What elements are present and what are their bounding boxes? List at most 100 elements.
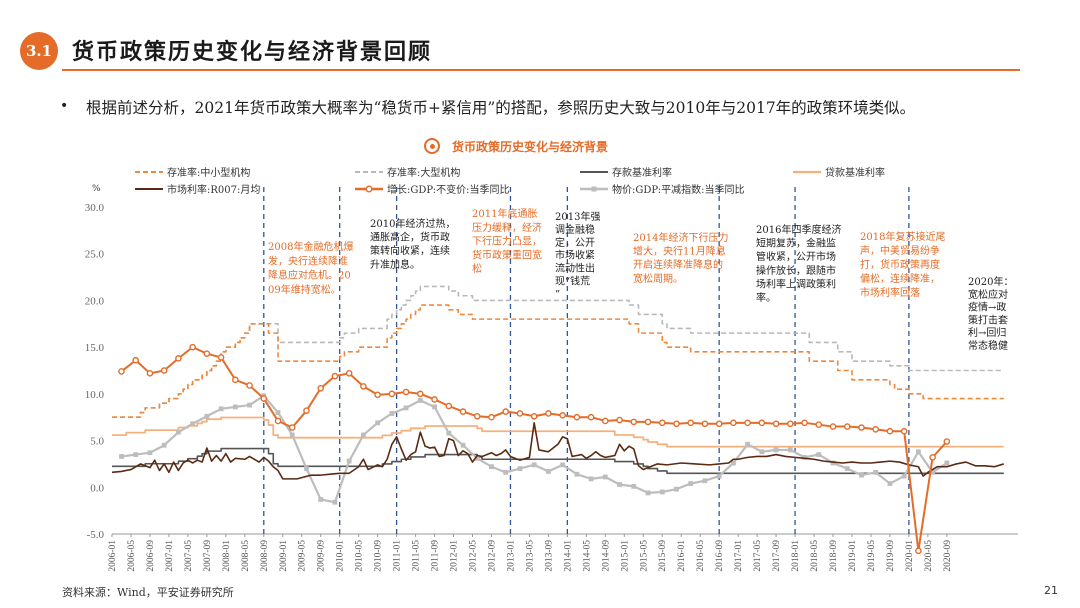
gdp-point [630,418,638,426]
gdp-point [303,407,310,414]
deflator-point [489,464,494,470]
y-tick-label: 25.0 [85,249,105,261]
gdp-point [402,388,410,396]
x-tick-label: 2014-09 [601,540,611,572]
x-tick-label: 2013-05 [525,540,535,572]
x-tick-label: 2011-05 [412,540,422,572]
x-tick-label: 2015-01 [620,540,630,572]
gdp-point [772,420,780,428]
page-title: 货币政策历史变化与经济背景回顾 [72,39,433,65]
x-tick-label: 2007-05 [184,540,194,572]
deflator-point [773,447,779,453]
gdp-point [217,354,225,361]
x-tick-label: 2010-01 [336,540,346,572]
gdp-point [459,408,467,415]
x-tick-label: 2012-01 [450,540,460,572]
gdp-point [715,420,723,428]
title-underline [62,69,1020,71]
x-tick-label: 2017-01 [734,540,744,572]
chart-title: 货币政策历史变化与经济背景 [452,139,609,154]
x-tick-label: 2016-05 [696,540,706,572]
deflator-point [218,406,224,412]
bullet-text: 根据前述分析，2021年货币政策大概率为“稳货币+紧信用”的搭配，参照历史大致与… [86,99,916,117]
x-tick-label: 2010-09 [374,540,384,572]
deflator-point [275,410,281,415]
x-tick-label: 2008-09 [260,540,270,572]
gdp-point [744,419,751,427]
x-tick-label: 2013-09 [544,540,554,572]
legend-marker [365,185,373,193]
series-line-rrr_small [112,304,1004,419]
gdp-point [345,370,353,377]
deflator-point [574,471,580,477]
gdp-point [431,396,438,403]
deflator-point [460,442,466,448]
deflator-point [318,497,324,502]
annotation-text: 2014年经济下行压力增大，央行11月降息开启连续降准降息的宽松周期。 [633,231,728,285]
gdp-point [331,372,339,380]
gdp-point [160,367,168,374]
annotation-text: 2011年底通胀压力缓释，经济下行压力凸显，货币政策重回宽松 [472,207,542,275]
gdp-point [388,390,396,398]
gdp-point [644,418,652,426]
deflator-point [304,466,309,471]
bullet-dot-icon: • [60,98,69,114]
deflator-point [432,404,437,410]
x-tick-label: 2012-09 [487,540,497,572]
gdp-point [587,413,595,421]
deflator-point [119,454,124,459]
page-header: 3.1 货币政策历史变化与经济背景回顾 [0,0,1080,80]
deflator-point [375,420,381,426]
gdp-point [616,416,623,424]
gdp-point [118,368,125,375]
section-badge: 3.1 [20,32,58,70]
legend-label-deposit: 存款基准利率 [612,166,672,179]
legend-marker [591,186,597,192]
x-tick-label: 2020-09 [943,540,953,572]
deflator-point [133,452,139,457]
x-tick-label: 2019-05 [867,540,877,572]
gdp-point [274,417,282,425]
gdp-point [502,408,510,415]
deflator-point [730,460,736,466]
series-line-rrr_large [112,285,1004,419]
deflator-point [745,441,751,447]
gdp-point [943,438,951,445]
deflator-point [688,481,694,486]
deflator-point [232,404,238,410]
deflator-point [787,447,793,453]
gdp-point [602,417,609,425]
x-tick-label: 2006-09 [146,540,156,572]
x-tick-label: 2019-09 [886,540,896,572]
x-tick-label: 2007-01 [165,540,175,572]
deflator-point [645,490,651,496]
deflator-point [716,473,722,479]
deflator-point [602,474,608,480]
deflator-point [545,469,551,474]
deflator-point [944,460,950,466]
deflator-point [474,455,480,461]
gdp-point [658,419,666,427]
x-tick-label: 2020-05 [924,540,934,572]
x-tick-label: 2009-09 [317,540,327,572]
y-axis-unit: % [92,184,101,194]
annotation-text: 2008年金融危机爆发，央行连续降准降息应对危机。20 09年维持宽松。 [268,240,353,296]
x-tick-label: 2014-01 [563,540,573,572]
gdp-point [545,410,552,417]
deflator-point [631,483,637,489]
y-tick-label: 30.0 [85,202,105,214]
deflator-point [901,473,907,479]
gdp-point [559,412,566,419]
y-tick-label: 20.0 [85,295,105,307]
deflator-point [802,454,807,460]
page-number: 21 [1044,584,1058,597]
source-note: 资料来源：Wind，平安证券研究所 [62,586,234,599]
x-tick-label: 2019-01 [848,540,858,572]
legend-label-r007: 市场利率:R007:月均 [167,183,260,196]
x-tick-label: 2007-09 [203,540,213,572]
x-tick-label: 2017-09 [772,540,782,572]
series-line-loan [112,416,1004,448]
x-tick-label: 2016-01 [677,540,687,572]
gdp-point [829,423,837,430]
